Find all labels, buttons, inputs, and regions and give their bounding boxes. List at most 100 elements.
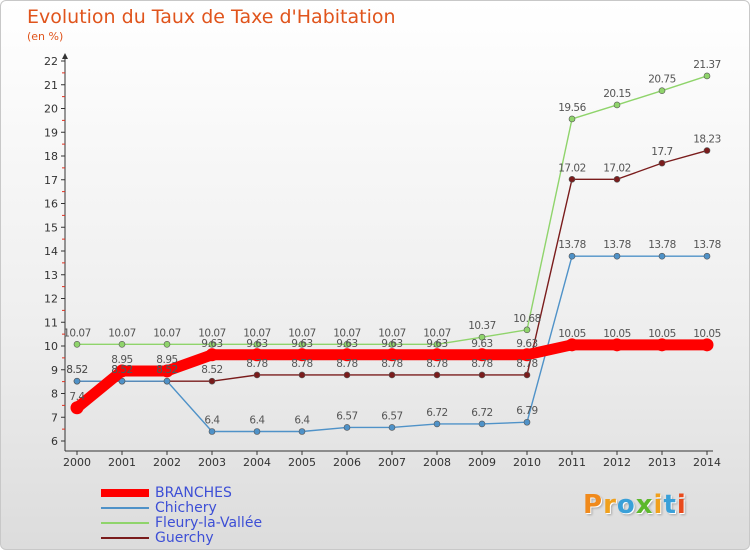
y-tick-label: 8 bbox=[51, 388, 58, 401]
data-point bbox=[703, 252, 711, 260]
y-tick-label: 10 bbox=[44, 340, 58, 353]
data-label: 8.52 bbox=[66, 364, 87, 376]
data-point bbox=[658, 159, 666, 167]
data-point bbox=[253, 428, 261, 435]
data-label: 6.72 bbox=[426, 407, 447, 419]
data-label: 19.56 bbox=[558, 102, 586, 114]
data-point bbox=[253, 371, 261, 379]
data-point bbox=[478, 333, 486, 341]
data-point bbox=[343, 371, 351, 379]
data-point bbox=[208, 341, 216, 348]
x-tick-label: 2013 bbox=[648, 456, 676, 469]
data-label: 20.75 bbox=[648, 74, 676, 86]
y-tick-label: 17 bbox=[44, 174, 58, 187]
data-label: 8.78 bbox=[246, 358, 267, 370]
data-label: 17.02 bbox=[558, 162, 586, 174]
data-point bbox=[253, 341, 261, 348]
y-tick-label: 16 bbox=[44, 198, 58, 211]
chart-unit-label: (en %) bbox=[27, 30, 64, 43]
data-label: 8.95 bbox=[111, 354, 132, 366]
data-point bbox=[613, 175, 621, 183]
y-tick-label: 7 bbox=[51, 411, 58, 424]
x-tick-label: 2001 bbox=[108, 456, 136, 469]
data-point bbox=[388, 371, 396, 379]
data-label: 8.52 bbox=[111, 364, 132, 376]
data-point bbox=[478, 371, 486, 379]
data-point bbox=[433, 371, 441, 379]
data-point bbox=[568, 115, 576, 123]
data-label: 10.05 bbox=[693, 328, 721, 340]
legend-label-chichery: Chichery bbox=[155, 500, 217, 516]
data-point bbox=[118, 377, 126, 385]
data-point bbox=[700, 338, 714, 352]
legend-swatch-guerchy bbox=[101, 537, 149, 539]
x-tick-label: 2009 bbox=[468, 456, 496, 469]
data-point bbox=[523, 418, 531, 426]
data-label: 13.78 bbox=[558, 239, 586, 251]
legend-swatch-chichery bbox=[101, 507, 149, 509]
legend-label-guerchy: Guerchy bbox=[155, 530, 214, 546]
data-label: 8.78 bbox=[516, 358, 537, 370]
data-label: 9.63 bbox=[336, 338, 357, 350]
x-tick-label: 2005 bbox=[288, 456, 316, 469]
data-point bbox=[523, 371, 531, 379]
legend-swatch-fleury bbox=[101, 522, 149, 524]
data-point bbox=[388, 424, 396, 431]
data-label: 9.63 bbox=[516, 338, 537, 350]
data-point bbox=[385, 348, 399, 362]
data-label: 10.07 bbox=[63, 327, 91, 339]
y-tick-label: 22 bbox=[44, 55, 58, 68]
data-label: 17.02 bbox=[603, 162, 631, 174]
data-point bbox=[430, 348, 444, 362]
y-tick-label: 20 bbox=[44, 103, 58, 116]
x-tick-label: 2014 bbox=[693, 456, 721, 469]
data-label: 9.63 bbox=[201, 338, 222, 350]
data-label: 8.52 bbox=[201, 364, 222, 376]
data-point bbox=[115, 364, 129, 378]
data-label: 21.37 bbox=[693, 59, 721, 71]
data-point bbox=[118, 341, 126, 348]
x-tick-label: 2002 bbox=[153, 456, 181, 469]
x-tick-label: 2006 bbox=[333, 456, 361, 469]
data-point bbox=[703, 72, 711, 80]
data-point bbox=[73, 377, 81, 385]
data-point bbox=[208, 428, 216, 435]
data-point bbox=[295, 348, 309, 362]
data-point bbox=[523, 326, 531, 334]
y-tick-label: 11 bbox=[44, 316, 58, 329]
data-label: 17.7 bbox=[651, 146, 672, 158]
data-label: 10.07 bbox=[243, 327, 271, 339]
data-label: 10.07 bbox=[108, 327, 136, 339]
data-point bbox=[160, 364, 174, 378]
data-label: 6.72 bbox=[471, 407, 492, 419]
y-tick-label: 6 bbox=[51, 435, 58, 448]
data-label: 10.05 bbox=[603, 328, 631, 340]
y-tick-label: 14 bbox=[44, 245, 58, 258]
data-label: 8.78 bbox=[381, 358, 402, 370]
data-point bbox=[658, 87, 666, 94]
x-tick-label: 2012 bbox=[603, 456, 631, 469]
data-label: 20.15 bbox=[603, 88, 631, 100]
data-label: 8.52 bbox=[156, 364, 177, 376]
y-axis-arrow-icon bbox=[62, 53, 68, 59]
data-label: 9.63 bbox=[426, 338, 447, 350]
data-label: 9.63 bbox=[471, 338, 492, 350]
data-label: 9.63 bbox=[246, 338, 267, 350]
data-label: 10.07 bbox=[333, 327, 361, 339]
data-label: 10.07 bbox=[378, 327, 406, 339]
data-label: 6.4 bbox=[204, 415, 220, 427]
data-label: 8.78 bbox=[336, 358, 357, 370]
data-point bbox=[70, 401, 84, 415]
data-point bbox=[568, 175, 576, 183]
data-point bbox=[610, 338, 624, 352]
x-tick-label: 2003 bbox=[198, 456, 226, 469]
data-label: 8.78 bbox=[471, 358, 492, 370]
series-line-fleury-la-vall-e bbox=[76, 75, 708, 346]
data-label: 8.52 bbox=[111, 364, 132, 376]
data-label: 10.05 bbox=[558, 328, 586, 340]
y-tick-label: 15 bbox=[44, 221, 58, 234]
x-tick-label: 2010 bbox=[513, 456, 541, 469]
data-point bbox=[298, 428, 306, 435]
